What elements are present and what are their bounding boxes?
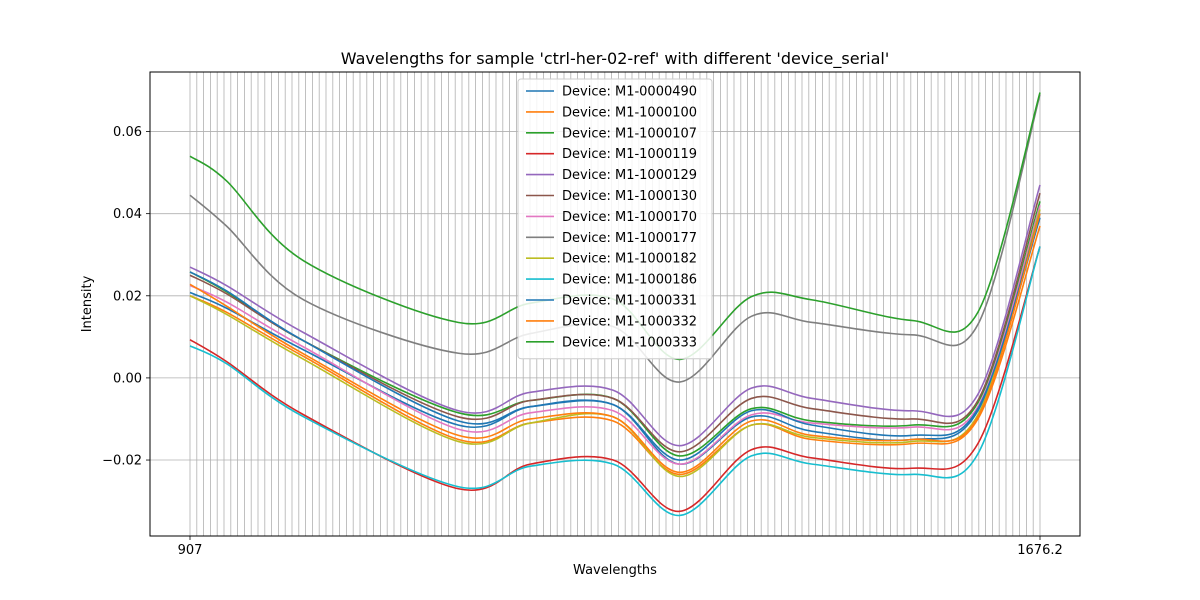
y-tick-label: 0.02: [113, 289, 142, 304]
y-tick-label: −0.02: [102, 454, 142, 469]
series-line-1: [189, 217, 1041, 465]
chart-title: Wavelengths for sample 'ctrl-her-02-ref'…: [341, 49, 889, 69]
plot-area: −0.02 0.00 0.02 0.04 0.06 907 1676.2 Device: M1…: [102, 71, 1081, 558]
legend-entry: Device: M1-0000490: [562, 85, 697, 100]
y-tick-label: 0.04: [113, 207, 142, 222]
legend-entry: Device: M1-1000129: [562, 168, 697, 183]
legend-entry: Device: M1-1000170: [562, 210, 697, 225]
legend-entry: Device: M1-1000332: [562, 314, 697, 329]
y-tick-label: 0.06: [113, 125, 142, 140]
series-line-10: [189, 246, 1041, 517]
y-axis-label: Intensity: [80, 275, 95, 332]
legend-entry: Device: M1-1000177: [562, 231, 697, 246]
series-line-7: [189, 205, 1041, 465]
axes-frame: [149, 71, 1081, 537]
legend-entry: Device: M1-1000186: [562, 273, 697, 288]
legend-entry: Device: M1-1000107: [562, 126, 697, 141]
y-tick-label: 0.00: [113, 371, 142, 386]
series-line-4: [189, 246, 1041, 513]
legend-box: [517, 78, 713, 360]
x-tick-label: 907: [178, 543, 203, 558]
series-line-11: [189, 213, 1041, 461]
x-tick-label: 1676.2: [1017, 543, 1063, 558]
legend-entry: Device: M1-1000333: [562, 335, 697, 350]
legend-entry: Device: M1-1000100: [562, 105, 697, 120]
x-axis-label: Wavelengths: [573, 563, 657, 578]
legend-entry: Device: M1-1000182: [562, 252, 697, 267]
legend-entry: Device: M1-1000119: [562, 147, 697, 162]
legend-entry: Device: M1-1000331: [562, 294, 697, 309]
legend-entry: Device: M1-1000130: [562, 189, 697, 204]
series-line-5: [189, 184, 1041, 447]
series-line-8: [189, 94, 1041, 383]
series-line-12: [189, 213, 1041, 474]
